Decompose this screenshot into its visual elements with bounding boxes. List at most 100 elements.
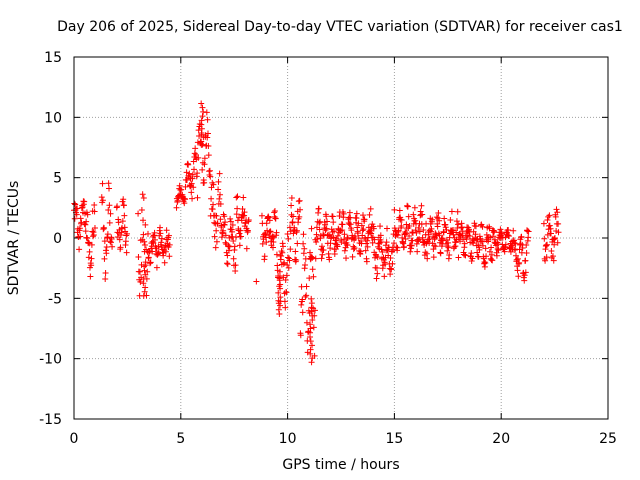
data-point	[415, 237, 422, 244]
data-point	[402, 230, 409, 237]
data-point	[283, 272, 290, 279]
data-point	[418, 202, 425, 209]
data-point	[412, 217, 419, 224]
data-point	[308, 300, 315, 307]
data-point	[440, 229, 447, 236]
data-point	[312, 255, 319, 262]
data-point	[302, 261, 309, 268]
data-point	[333, 235, 340, 242]
data-point	[102, 269, 109, 276]
data-point	[157, 230, 164, 237]
data-point	[141, 238, 148, 245]
data-point	[199, 166, 206, 173]
data-point	[548, 248, 555, 255]
data-point	[482, 260, 489, 267]
data-point	[84, 211, 91, 218]
data-point	[394, 244, 401, 251]
data-point	[466, 232, 473, 239]
data-point	[366, 211, 373, 218]
data-point	[103, 243, 110, 250]
data-point	[213, 238, 220, 245]
data-point	[122, 238, 129, 245]
data-point	[377, 232, 384, 239]
data-point	[88, 255, 95, 262]
data-point	[410, 211, 417, 218]
data-point	[85, 254, 92, 261]
data-point	[311, 307, 318, 314]
data-point	[205, 142, 212, 149]
data-point	[225, 247, 232, 254]
y-tick-label: 0	[53, 231, 62, 247]
data-point	[216, 195, 223, 202]
data-point	[433, 214, 440, 221]
data-point	[453, 229, 460, 236]
data-point	[486, 248, 493, 255]
data-point	[234, 205, 241, 212]
data-point	[309, 342, 316, 349]
data-point	[551, 241, 558, 248]
data-point	[519, 244, 526, 251]
data-point	[341, 236, 348, 243]
data-point	[388, 266, 395, 273]
data-point	[330, 234, 337, 241]
data-point	[91, 224, 98, 231]
data-point	[316, 226, 323, 233]
data-point	[308, 359, 315, 366]
data-point	[363, 258, 370, 265]
data-point	[104, 231, 111, 238]
data-point	[329, 229, 336, 236]
data-point	[346, 209, 353, 216]
data-point	[192, 145, 199, 152]
data-point	[307, 338, 314, 345]
data-point	[389, 260, 396, 267]
data-point	[479, 223, 486, 230]
data-point	[150, 233, 157, 240]
data-point	[79, 204, 86, 211]
data-point	[205, 152, 212, 159]
data-point	[513, 256, 520, 263]
data-point	[435, 209, 442, 216]
data-point	[452, 239, 459, 246]
data-point	[222, 219, 229, 226]
data-point	[138, 206, 145, 213]
data-point	[73, 211, 80, 218]
data-point	[232, 267, 239, 274]
data-point	[239, 206, 246, 213]
data-point	[99, 180, 106, 187]
data-point	[546, 222, 553, 229]
data-point	[273, 229, 280, 236]
data-point	[140, 217, 147, 224]
data-point	[412, 227, 419, 234]
data-point	[391, 206, 398, 213]
data-point	[253, 278, 260, 285]
x-tick-label: 0	[70, 431, 79, 447]
data-point	[419, 211, 426, 218]
data-point	[374, 254, 381, 261]
data-point	[114, 203, 121, 210]
data-point	[135, 210, 142, 217]
data-point	[142, 221, 149, 228]
data-point	[142, 271, 149, 278]
data-point	[367, 227, 374, 234]
data-point	[234, 193, 241, 200]
data-point	[304, 349, 311, 356]
data-point	[457, 238, 464, 245]
data-point	[183, 169, 190, 176]
data-point	[463, 236, 470, 243]
data-point	[369, 239, 376, 246]
data-point	[101, 238, 108, 245]
data-point	[237, 233, 244, 240]
data-point	[236, 242, 243, 249]
data-point	[398, 217, 405, 224]
data-point	[286, 257, 293, 264]
data-point	[191, 166, 198, 173]
data-point	[364, 237, 371, 244]
data-point	[553, 206, 560, 213]
data-point	[292, 248, 299, 255]
data-point	[455, 254, 462, 261]
data-point	[436, 232, 443, 239]
data-point	[487, 234, 494, 241]
data-point	[469, 255, 476, 262]
data-point	[331, 250, 338, 257]
data-point	[406, 233, 413, 240]
